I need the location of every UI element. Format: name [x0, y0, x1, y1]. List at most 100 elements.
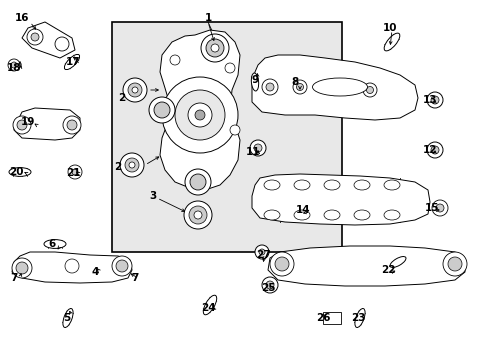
Text: 12: 12 [422, 145, 436, 155]
Text: 19: 19 [21, 117, 35, 127]
Ellipse shape [64, 54, 80, 69]
Circle shape [31, 33, 39, 41]
Ellipse shape [353, 180, 369, 190]
Ellipse shape [353, 210, 369, 220]
Bar [112, 22, 341, 252]
Text: 22: 22 [380, 265, 394, 275]
Ellipse shape [251, 73, 258, 91]
Polygon shape [22, 22, 75, 58]
Circle shape [292, 80, 306, 94]
Text: 17: 17 [65, 57, 80, 67]
Polygon shape [251, 174, 429, 225]
Circle shape [296, 84, 303, 90]
Circle shape [120, 153, 143, 177]
Circle shape [224, 63, 235, 73]
Circle shape [269, 252, 293, 276]
Text: 9: 9 [251, 75, 258, 85]
Ellipse shape [324, 210, 339, 220]
Text: 10: 10 [382, 23, 396, 33]
Ellipse shape [293, 210, 309, 220]
Text: 2: 2 [114, 162, 122, 172]
Circle shape [201, 34, 228, 62]
Circle shape [170, 55, 180, 65]
Circle shape [426, 92, 442, 108]
Text: 2: 2 [118, 93, 125, 103]
Circle shape [327, 81, 341, 95]
Circle shape [187, 103, 212, 127]
Circle shape [13, 116, 31, 134]
Circle shape [162, 77, 238, 153]
Circle shape [55, 37, 69, 51]
Text: 13: 13 [422, 95, 436, 105]
Circle shape [129, 162, 135, 168]
Ellipse shape [383, 180, 399, 190]
Polygon shape [160, 30, 240, 190]
Circle shape [128, 83, 142, 97]
Circle shape [430, 146, 438, 154]
Circle shape [262, 79, 278, 95]
Circle shape [254, 245, 268, 259]
Text: 5: 5 [63, 313, 70, 323]
Circle shape [27, 29, 43, 45]
Text: 15: 15 [424, 203, 438, 213]
Text: 26: 26 [315, 313, 329, 323]
Text: 25: 25 [260, 283, 275, 293]
Text: 3: 3 [149, 191, 156, 201]
Circle shape [442, 252, 466, 276]
Circle shape [249, 140, 265, 156]
Ellipse shape [312, 78, 367, 96]
Circle shape [12, 258, 32, 278]
Circle shape [65, 259, 79, 273]
Circle shape [149, 97, 175, 123]
Circle shape [435, 204, 443, 212]
Circle shape [331, 85, 338, 91]
Circle shape [190, 174, 205, 190]
Ellipse shape [354, 309, 365, 328]
Text: 6: 6 [48, 239, 56, 249]
Text: 24: 24 [200, 303, 215, 313]
Circle shape [205, 39, 224, 57]
Ellipse shape [293, 180, 309, 190]
Text: 4: 4 [91, 267, 99, 277]
Circle shape [8, 59, 20, 71]
Text: 11: 11 [245, 147, 260, 157]
Circle shape [259, 249, 264, 255]
Circle shape [262, 277, 278, 293]
Ellipse shape [203, 295, 216, 315]
Circle shape [112, 256, 132, 276]
Circle shape [431, 200, 447, 216]
Polygon shape [12, 252, 132, 283]
Circle shape [11, 62, 17, 68]
Text: 14: 14 [295, 205, 310, 215]
Ellipse shape [63, 309, 73, 328]
Ellipse shape [383, 210, 399, 220]
Circle shape [210, 44, 219, 52]
Polygon shape [14, 108, 80, 140]
Circle shape [274, 257, 288, 271]
Bar [323, 312, 340, 324]
Circle shape [17, 120, 27, 130]
Circle shape [183, 201, 212, 229]
Circle shape [68, 165, 82, 179]
Ellipse shape [9, 168, 31, 176]
Circle shape [366, 86, 373, 94]
Circle shape [184, 169, 210, 195]
Text: 7: 7 [131, 273, 139, 283]
Circle shape [447, 257, 461, 271]
Circle shape [189, 206, 206, 224]
Circle shape [123, 78, 147, 102]
Circle shape [430, 96, 438, 104]
Circle shape [253, 144, 262, 152]
Circle shape [195, 110, 204, 120]
Circle shape [362, 83, 376, 97]
Ellipse shape [389, 257, 405, 267]
Text: 18: 18 [7, 63, 21, 73]
Circle shape [132, 87, 138, 93]
Ellipse shape [264, 180, 280, 190]
Circle shape [194, 211, 202, 219]
Circle shape [125, 158, 139, 172]
Text: 7: 7 [10, 273, 18, 283]
Text: 23: 23 [350, 313, 365, 323]
Circle shape [265, 83, 273, 91]
Text: 1: 1 [204, 13, 211, 23]
